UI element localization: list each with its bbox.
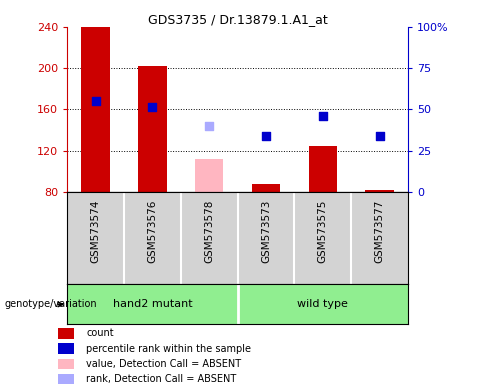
Text: GSM573575: GSM573575 <box>318 199 328 263</box>
Point <box>262 133 270 139</box>
Bar <box>252 184 280 192</box>
Text: GSM573573: GSM573573 <box>261 199 271 263</box>
Text: wild type: wild type <box>298 299 348 310</box>
Text: GSM573578: GSM573578 <box>204 199 214 263</box>
Bar <box>58 328 74 339</box>
Text: GSM573576: GSM573576 <box>147 199 157 263</box>
Bar <box>195 159 223 192</box>
Text: GSM573574: GSM573574 <box>91 199 101 263</box>
Bar <box>58 374 74 384</box>
Point <box>148 104 156 111</box>
Point <box>205 123 213 129</box>
Text: genotype/variation: genotype/variation <box>5 299 97 310</box>
Text: count: count <box>86 328 114 338</box>
Bar <box>365 190 394 192</box>
Bar <box>138 66 167 192</box>
Text: GSM573577: GSM573577 <box>374 199 384 263</box>
Bar <box>58 359 74 369</box>
Point <box>92 98 99 104</box>
Point <box>376 133 384 139</box>
Text: percentile rank within the sample: percentile rank within the sample <box>86 344 252 354</box>
Text: rank, Detection Call = ABSENT: rank, Detection Call = ABSENT <box>86 374 237 384</box>
Point <box>319 113 326 119</box>
Text: value, Detection Call = ABSENT: value, Detection Call = ABSENT <box>86 359 241 369</box>
Bar <box>309 146 337 192</box>
Bar <box>82 27 110 192</box>
Text: hand2 mutant: hand2 mutant <box>113 299 192 310</box>
Bar <box>58 343 74 354</box>
Title: GDS3735 / Dr.13879.1.A1_at: GDS3735 / Dr.13879.1.A1_at <box>148 13 327 26</box>
